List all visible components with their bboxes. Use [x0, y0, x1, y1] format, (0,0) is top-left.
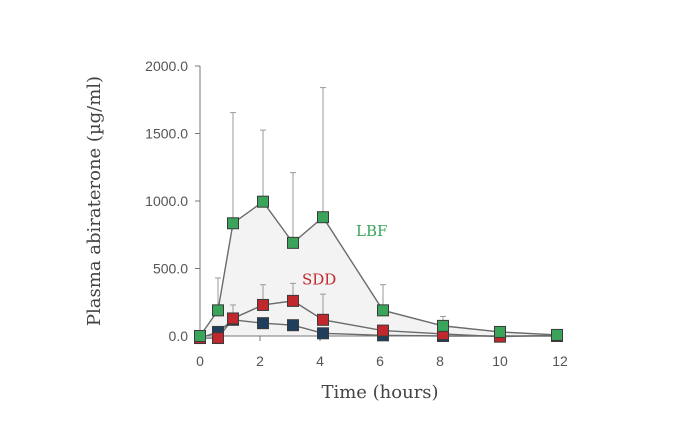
data-marker: [494, 325, 506, 338]
data-marker: [212, 304, 224, 317]
data-marker: [317, 327, 329, 340]
x-axis-title: Time (hours): [321, 382, 438, 403]
series-line: [199, 200, 558, 337]
data-marker: [437, 319, 449, 332]
x-tick-label: 2: [256, 353, 264, 369]
data-marker: [317, 211, 329, 224]
data-marker: [194, 330, 206, 342]
data-marker: [257, 317, 269, 330]
data-marker: [257, 195, 269, 208]
x-tick-label: 8: [436, 353, 444, 369]
data-marker: [377, 304, 389, 317]
data-marker: [317, 313, 329, 326]
data-marker: [377, 324, 389, 337]
x-tick-label: 4: [316, 353, 324, 369]
data-marker: [212, 332, 224, 345]
data-marker: [287, 294, 299, 307]
data-markers-group: [194, 195, 563, 345]
y-tick-label: 2000.0: [145, 58, 188, 74]
data-marker: [551, 328, 563, 341]
series-lines-group: [199, 200, 558, 339]
data-marker: [227, 217, 239, 230]
data-marker: [287, 236, 299, 249]
x-tick-label: 10: [492, 353, 508, 369]
x-tick-label: 6: [376, 353, 384, 369]
y-tick-label: 1000.0: [145, 193, 188, 209]
y-axis-title: Plasma abiraterone (µg/ml): [84, 76, 105, 326]
series-label: SDD: [302, 271, 336, 289]
data-marker: [287, 319, 299, 332]
x-tick-label: 0: [196, 353, 204, 369]
y-tick-label: 1500.0: [145, 126, 188, 142]
series-labels-group: SDD LBF: [302, 222, 387, 289]
series-label: LBF: [356, 222, 387, 240]
data-marker: [227, 312, 239, 325]
data-marker: [257, 298, 269, 311]
error-bars-group: [215, 87, 446, 326]
y-tick-label: 500.0: [153, 261, 188, 277]
x-tick-label: 12: [552, 353, 568, 369]
series-line: [200, 300, 558, 339]
y-tick-label: 0.0: [169, 328, 189, 344]
